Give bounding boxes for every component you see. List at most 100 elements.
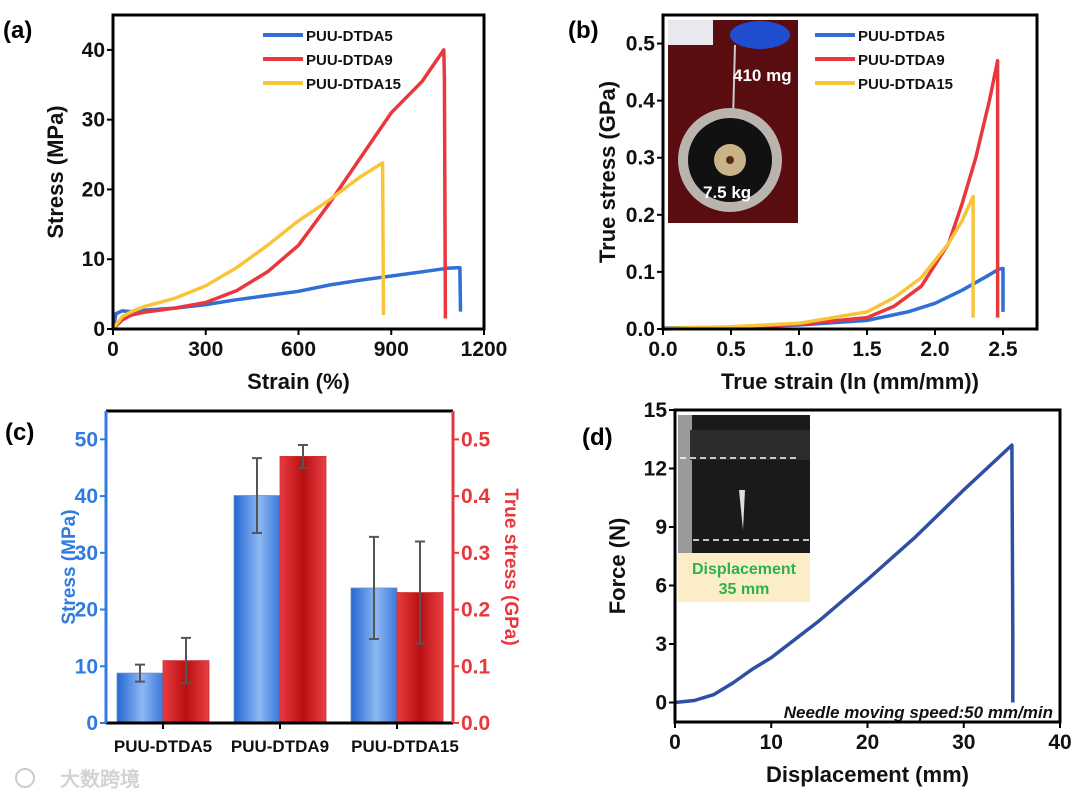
legend-label: PUU-DTDA15 [306, 76, 401, 93]
needle-shape [739, 490, 745, 530]
y-axis-title: True stress (GPa) [595, 81, 620, 263]
legend-label: PUU-DTDA9 [306, 52, 393, 69]
y-tick-label: 0.1 [626, 261, 656, 284]
y-tick-label: 0.0 [626, 318, 655, 341]
inset-photo-needle: Displacement 35 mm [678, 415, 810, 602]
x-tick-label: 900 [374, 338, 409, 361]
y-tick-label: 6 [655, 575, 667, 598]
machine-clamp [690, 430, 810, 460]
y-axis-title: Stress (MPa) [43, 105, 68, 238]
y-tick-label: 0 [86, 712, 98, 735]
category-label: PUU-DTDA9 [231, 737, 329, 756]
y-tick-label: 40 [82, 39, 105, 62]
x-tick-label: 600 [281, 338, 316, 361]
panel-c: 0 10 20 30 40 50 0.0 0.1 0.2 0.3 0.4 0.5 PUU-DTDA5 PU… [59, 409, 521, 756]
y-tick-label: 0 [93, 318, 105, 341]
series-line-force [674, 443, 1015, 705]
y-tick-label: 3 [655, 633, 667, 656]
x-tick-label: 1.5 [852, 338, 882, 361]
panel-label: (b) [568, 17, 599, 44]
panel-b: 0.0 0.5 1.0 1.5 2.0 2.5 0.0 0.1 0.2 0.3 0.4 0.5 True… [595, 13, 1039, 394]
y-tick-label: 0.4 [626, 90, 656, 113]
error-bar [369, 535, 379, 641]
x-tick-label: 1200 [461, 338, 508, 361]
plot-frame [661, 13, 1039, 331]
panel-label: (a) [3, 17, 32, 44]
watermark-text: 大数跨境 [60, 767, 140, 791]
y-right-tick-label: 0.4 [461, 485, 491, 508]
legend-label: PUU-DTDA5 [858, 28, 945, 45]
y-right-axis-title: True stress (GPa) [500, 488, 521, 645]
y-axis-title: Force (N) [605, 518, 630, 615]
y-right-tick-label: 0.3 [461, 542, 490, 565]
y-tick-label: 12 [644, 458, 667, 481]
x-tick-label: 2.0 [920, 338, 949, 361]
bar-true-stress-puu-dtda9 [279, 455, 327, 724]
y-axis-title: Stress (MPa) [59, 509, 80, 624]
x-tick-label: 2.5 [988, 338, 1018, 361]
sleeve-shape [668, 20, 713, 45]
y-right-tick-label: 0.1 [461, 655, 491, 678]
y-right-tick-label: 0.0 [461, 712, 490, 735]
inset-caption-bg [678, 553, 810, 602]
y-tick-label: 30 [75, 542, 98, 565]
category-label: PUU-DTDA15 [351, 737, 459, 756]
series-line-puu-dtda9 [111, 48, 448, 331]
y-tick-label: 15 [644, 399, 668, 422]
glove-shape [730, 21, 790, 49]
series-line-puu-dtda15 [111, 161, 386, 331]
y-tick-label: 9 [655, 516, 667, 539]
series-line-puu-dtda15 [662, 194, 975, 331]
x-axis-title: Displacement (mm) [766, 762, 969, 787]
panel-label: (d) [582, 424, 613, 451]
inset-photo-weight: 410 mg 7.5 kg [668, 20, 798, 223]
y-tick-label: 0.2 [626, 204, 655, 227]
x-tick-label: 0 [107, 338, 119, 361]
inset-label-mass: 410 mg [733, 66, 792, 85]
y-tick-label: 20 [75, 599, 98, 622]
x-tick-label: 1.0 [784, 338, 813, 361]
error-bar [135, 663, 145, 683]
x-tick-label: 0.5 [716, 338, 746, 361]
error-bar [252, 457, 262, 534]
y-tick-label: 20 [82, 178, 105, 201]
y-right-tick-label: 0.5 [461, 428, 491, 451]
inset-caption-line1: Displacement [692, 561, 797, 578]
error-bar [415, 540, 425, 645]
series-line-puu-dtda5 [111, 265, 463, 330]
legend-label: PUU-DTDA5 [306, 28, 393, 45]
x-tick-label: 0 [669, 731, 681, 754]
error-bar [298, 444, 308, 469]
y-tick-label: 0.3 [626, 147, 655, 170]
y-tick-label: 10 [75, 655, 98, 678]
y-tick-label: 50 [75, 428, 98, 451]
x-axis-title: Strain (%) [247, 369, 350, 394]
y-right-tick-label: 0.2 [461, 599, 490, 622]
x-tick-label: 40 [1048, 731, 1071, 754]
y-tick-label: 30 [82, 109, 105, 132]
x-tick-label: 30 [952, 731, 975, 754]
inset-caption-line2: 35 mm [719, 581, 770, 598]
y-tick-label: 10 [82, 248, 105, 271]
watermark-logo-icon [15, 768, 35, 788]
x-tick-label: 20 [856, 731, 879, 754]
y-tick-label: 0.5 [626, 33, 656, 56]
inset-label-weight: 7.5 kg [703, 183, 751, 202]
error-bar [181, 636, 191, 685]
plot-frame [111, 13, 486, 331]
x-tick-label: 0.0 [648, 338, 677, 361]
legend-label: PUU-DTDA9 [858, 52, 945, 69]
machine-pillar [678, 415, 692, 553]
y-tick-label: 0 [655, 692, 667, 715]
annotation-speed: Needle moving speed:50 mm/min [784, 703, 1053, 722]
x-axis-title: True strain (ln (mm/mm)) [721, 369, 979, 394]
panel-a: 0 300 600 900 1200 0 10 20 30 40 Strain (%) Stress … [43, 13, 508, 394]
hanging-chain [732, 44, 736, 121]
x-tick-label: 10 [760, 731, 783, 754]
panel-d: 0 10 20 30 40 0 3 6 9 12 15 Displacement (mm) Force … [605, 399, 1072, 787]
panel-label: (c) [5, 419, 34, 446]
category-label: PUU-DTDA5 [114, 737, 212, 756]
x-tick-label: 300 [188, 338, 223, 361]
legend-label: PUU-DTDA15 [858, 76, 953, 93]
weight-plate-hole [726, 156, 734, 164]
